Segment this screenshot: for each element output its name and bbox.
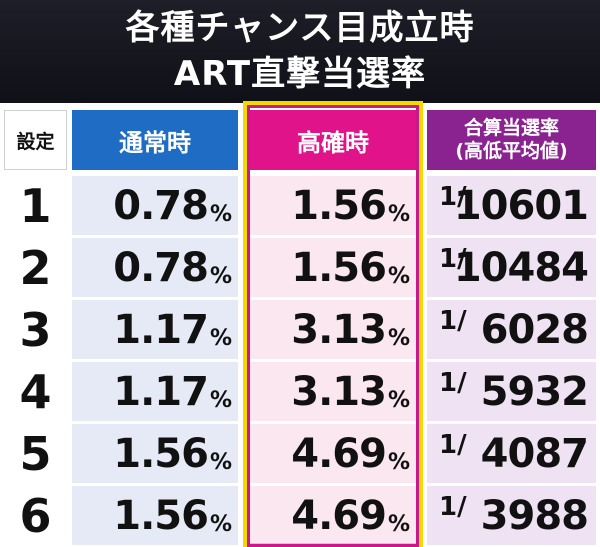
header-normal: 通常時 xyxy=(72,110,238,170)
fraction-mark: 1/ xyxy=(439,430,467,460)
total-rate-value: 4087 xyxy=(480,430,589,477)
total-rate-cell: 1/5932 xyxy=(427,362,596,421)
total-rate-value: 3988 xyxy=(480,492,589,539)
fraction-mark: 1/ xyxy=(439,368,467,398)
table-row: 1 0.78% 1.56% 1/10601 xyxy=(0,176,600,235)
setting-cell: 6 xyxy=(4,486,67,545)
setting-cell: 1 xyxy=(4,176,67,235)
header-setting: 設定 xyxy=(4,110,67,170)
high-rate-cell: 4.69% xyxy=(250,424,416,483)
normal-rate-cell: 1.17% xyxy=(72,300,238,359)
percent-sign: % xyxy=(209,450,232,475)
high-rate-cell: 3.13% xyxy=(250,300,416,359)
normal-rate-cell: 0.78% xyxy=(72,176,238,235)
fraction-mark: 1/ xyxy=(439,182,467,212)
normal-rate-value: 0.78 xyxy=(113,244,209,291)
fraction-mark: 1/ xyxy=(439,306,467,336)
normal-rate-cell: 1.56% xyxy=(72,424,238,483)
percent-sign: % xyxy=(209,388,232,413)
high-rate-value: 3.13 xyxy=(291,368,387,415)
fraction-mark: 1/ xyxy=(439,244,467,274)
high-rate-cell: 1.56% xyxy=(250,238,416,297)
table-row: 4 1.17% 3.13% 1/5932 xyxy=(0,362,600,421)
high-rate-cell: 1.56% xyxy=(250,176,416,235)
setting-cell: 3 xyxy=(4,300,67,359)
normal-rate-cell: 1.56% xyxy=(72,486,238,545)
high-rate-value: 1.56 xyxy=(291,182,387,229)
setting-cell: 2 xyxy=(4,238,67,297)
normal-rate-cell: 1.17% xyxy=(72,362,238,421)
high-rate-cell: 3.13% xyxy=(250,362,416,421)
high-rate-value: 1.56 xyxy=(291,244,387,291)
percent-sign: % xyxy=(387,388,410,413)
total-rate-value: 10601 xyxy=(453,182,589,229)
percent-sign: % xyxy=(387,202,410,227)
high-rate-cell: 4.69% xyxy=(250,486,416,545)
total-rate-value: 6028 xyxy=(480,306,589,353)
table-row: 3 1.17% 3.13% 1/6028 xyxy=(0,300,600,359)
percent-sign: % xyxy=(209,202,232,227)
normal-rate-value: 1.56 xyxy=(113,430,209,477)
header-total: 合算当選率 (高低平均値) xyxy=(427,110,596,170)
fraction-mark: 1/ xyxy=(439,492,467,522)
total-rate-value: 5932 xyxy=(480,368,589,415)
total-rate-value: 10484 xyxy=(453,244,589,291)
setting-cell: 4 xyxy=(4,362,67,421)
setting-cell: 5 xyxy=(4,424,67,483)
rate-table: 設定 通常時 高確時 合算当選率 (高低平均値) 1 0.78% 1.56% 1… xyxy=(0,103,600,547)
high-rate-value: 3.13 xyxy=(291,306,387,353)
header-total-line2: (高低平均値) xyxy=(455,140,568,162)
percent-sign: % xyxy=(209,326,232,351)
title-line-2: ART直撃当選率 xyxy=(173,54,427,94)
header-total-line1: 合算当選率 xyxy=(463,117,559,139)
total-rate-cell: 1/6028 xyxy=(427,300,596,359)
normal-rate-value: 1.56 xyxy=(113,492,209,539)
normal-rate-value: 1.17 xyxy=(113,306,209,353)
percent-sign: % xyxy=(387,512,410,537)
total-rate-cell: 1/10601 xyxy=(427,176,596,235)
percent-sign: % xyxy=(387,326,410,351)
percent-sign: % xyxy=(209,264,232,289)
normal-rate-value: 1.17 xyxy=(113,368,209,415)
high-rate-value: 4.69 xyxy=(291,492,387,539)
total-rate-cell: 1/10484 xyxy=(427,238,596,297)
percent-sign: % xyxy=(387,450,410,475)
percent-sign: % xyxy=(387,264,410,289)
percent-sign: % xyxy=(209,512,232,537)
table-row: 6 1.56% 4.69% 1/3988 xyxy=(0,486,600,545)
title-line-1: 各種チャンス目成立時 xyxy=(125,8,475,48)
total-rate-cell: 1/4087 xyxy=(427,424,596,483)
header-high: 高確時 xyxy=(250,110,416,170)
normal-rate-cell: 0.78% xyxy=(72,238,238,297)
title-banner: 各種チャンス目成立時 ART直撃当選率 xyxy=(0,0,600,103)
normal-rate-value: 0.78 xyxy=(113,182,209,229)
high-rate-value: 4.69 xyxy=(291,430,387,477)
table-row: 2 0.78% 1.56% 1/10484 xyxy=(0,238,600,297)
total-rate-cell: 1/3988 xyxy=(427,486,596,545)
table-row: 5 1.56% 4.69% 1/4087 xyxy=(0,424,600,483)
